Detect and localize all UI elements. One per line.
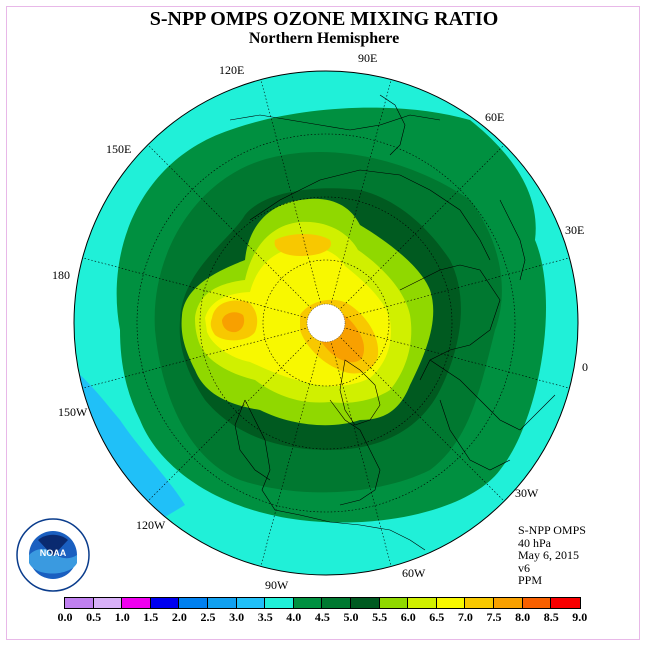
info-units: PPM — [518, 573, 543, 588]
colorbar-box — [322, 598, 351, 608]
lon-label-30e: 30E — [565, 223, 585, 237]
colorbar-label: 3.0 — [229, 610, 245, 624]
east-asia-coast — [229, 114, 441, 131]
india-coast — [499, 199, 526, 281]
logo-text: NOAA — [40, 548, 67, 558]
latitude-circle-30 — [136, 133, 516, 513]
lon-label-120w: 120W — [136, 518, 166, 532]
lon-label-120e: 120E — [219, 63, 245, 77]
colorbar-label: 1.5 — [143, 610, 159, 624]
colorbar-box — [122, 598, 151, 608]
colorbar-box — [379, 598, 409, 608]
colorbar-box — [408, 598, 437, 608]
southeast-asia-coast — [379, 94, 406, 156]
meridian-line — [325, 322, 505, 502]
lon-label-90e: 90E — [358, 51, 378, 65]
north-america-east-coast — [329, 399, 381, 506]
info-date: May 6, 2015 — [518, 548, 579, 563]
polar-no-data-disc — [306, 303, 346, 343]
info-instrument: S-NPP OMPS — [518, 523, 586, 537]
coastlines — [229, 94, 556, 551]
colorbar-box — [236, 598, 266, 608]
colorbar-box — [293, 598, 323, 608]
colorbar-box — [150, 598, 180, 608]
lon-label-90w: 90W — [265, 578, 289, 592]
colorbar-box — [436, 598, 466, 608]
page-subtitle: Northern Hemisphere — [248, 30, 400, 47]
west-africa-coast — [439, 399, 511, 471]
info-pressure: 40 hPa — [518, 535, 551, 550]
colorbar-label: 5.0 — [343, 610, 359, 624]
greenland — [339, 359, 381, 426]
graticule — [82, 79, 570, 567]
logo-gull — [38, 534, 68, 556]
info-block: S-NPP OMPS 40 hPa May 6, 2015 v6 PPM — [518, 524, 586, 587]
colorbar-label: 6.0 — [400, 610, 416, 624]
colorbar-label: 5.5 — [372, 610, 388, 624]
lon-label-60w: 60W — [402, 566, 426, 580]
colorbar-box — [179, 598, 208, 608]
africa-coast — [429, 359, 556, 431]
colorbar-label: 6.5 — [429, 610, 445, 624]
colorbar-label: 1.0 — [114, 610, 130, 624]
colorbar-label: 7.0 — [457, 610, 473, 624]
colorbar — [64, 597, 581, 609]
lon-label-60e: 60E — [485, 110, 505, 124]
contour-3.0-3.5 — [74, 360, 185, 520]
lon-label-30w: 30W — [515, 486, 539, 500]
colorbar-label: 2.5 — [200, 610, 216, 624]
colorbar-label: 8.5 — [543, 610, 559, 624]
colorbar-label: 0.0 — [57, 610, 73, 624]
north-america-west-coast — [234, 399, 271, 481]
latitude-circle-70 — [262, 259, 390, 387]
meridian-line — [325, 144, 505, 324]
colorbar-box — [93, 598, 123, 608]
colorbar-box — [551, 598, 580, 608]
meridian-line — [147, 322, 327, 502]
contour-7.0-7.5-north — [274, 234, 331, 256]
logo-wave — [29, 549, 77, 574]
north-america-coast — [244, 399, 426, 551]
latitude-circle-50 — [199, 196, 453, 450]
colorbar-label: 7.5 — [486, 610, 502, 624]
hemisphere-boundary — [73, 70, 579, 576]
lon-label-180: 180 — [52, 268, 70, 282]
colorbar-label: 3.5 — [257, 610, 273, 624]
colorbar-box — [265, 598, 294, 608]
colorbar-label: 0.5 — [86, 610, 102, 624]
colorbar-label: 4.5 — [314, 610, 330, 624]
info-version: v6 — [518, 560, 530, 575]
colorbar-box — [493, 598, 523, 608]
colorbar-box — [207, 598, 237, 608]
page-title: S-NPP OMPS OZONE MIXING RATIO — [149, 8, 499, 30]
colorbar-box — [465, 598, 494, 608]
colorbar-box — [65, 598, 94, 608]
europe-coast — [399, 264, 501, 381]
asia-coast — [249, 169, 491, 261]
meridian-line — [147, 144, 327, 324]
lon-label-0: 0 — [582, 360, 588, 374]
colorbar-box — [350, 598, 380, 608]
colorbar-label: 8.0 — [515, 610, 531, 624]
colorbar-box — [522, 598, 552, 608]
lon-label-150e: 150E — [106, 142, 132, 156]
lon-label-150w: 150W — [58, 405, 88, 419]
colorbar-label: 4.0 — [286, 610, 302, 624]
meridian-lines — [82, 79, 570, 567]
contour-7.5-8.0-west — [222, 312, 245, 333]
noaa-logo: NOAA — [16, 518, 90, 592]
plot-frame — [6, 6, 640, 640]
colorbar-label: 9.0 — [572, 610, 588, 624]
colorbar-label: 2.0 — [171, 610, 187, 624]
